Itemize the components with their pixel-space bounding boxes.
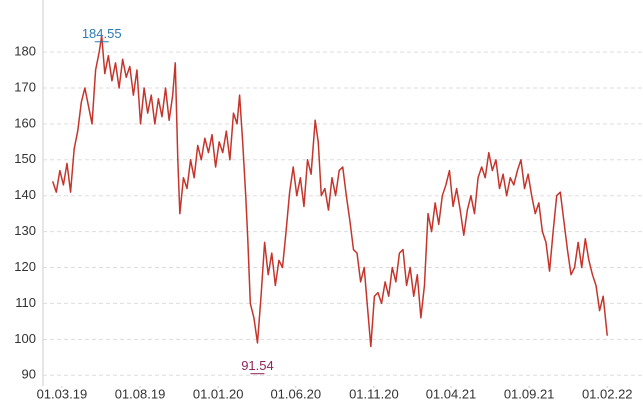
price-line <box>51 35 609 348</box>
x-tick-label: 01.01.20 <box>193 386 244 401</box>
x-tick-label: 01.06.20 <box>270 386 321 401</box>
annotation: 91.54 <box>241 358 274 373</box>
x-tick-label: 01.11.20 <box>349 386 399 401</box>
y-tick-label: 100 <box>14 331 36 346</box>
y-tick-label: 180 <box>14 44 36 59</box>
x-tick-label: 01.08.19 <box>115 386 166 401</box>
y-tick-label: 170 <box>14 79 36 94</box>
y-tick-label: 120 <box>14 259 36 274</box>
y-tick-label: 140 <box>14 187 36 202</box>
y-tick-label: 130 <box>14 223 36 238</box>
x-tick-label: 01.04.21 <box>426 386 477 401</box>
y-tick-label: 150 <box>14 151 36 166</box>
x-tick-label: 01.03.19 <box>37 386 88 401</box>
y-tick-label: 110 <box>15 295 36 310</box>
annotation: 184.55 <box>82 26 122 41</box>
x-tick-label: 01.02.22 <box>582 386 633 401</box>
y-tick-label: 90 <box>22 367 36 382</box>
y-tick-label: 160 <box>14 115 36 130</box>
x-tick-label: 01.09.21 <box>504 386 555 401</box>
